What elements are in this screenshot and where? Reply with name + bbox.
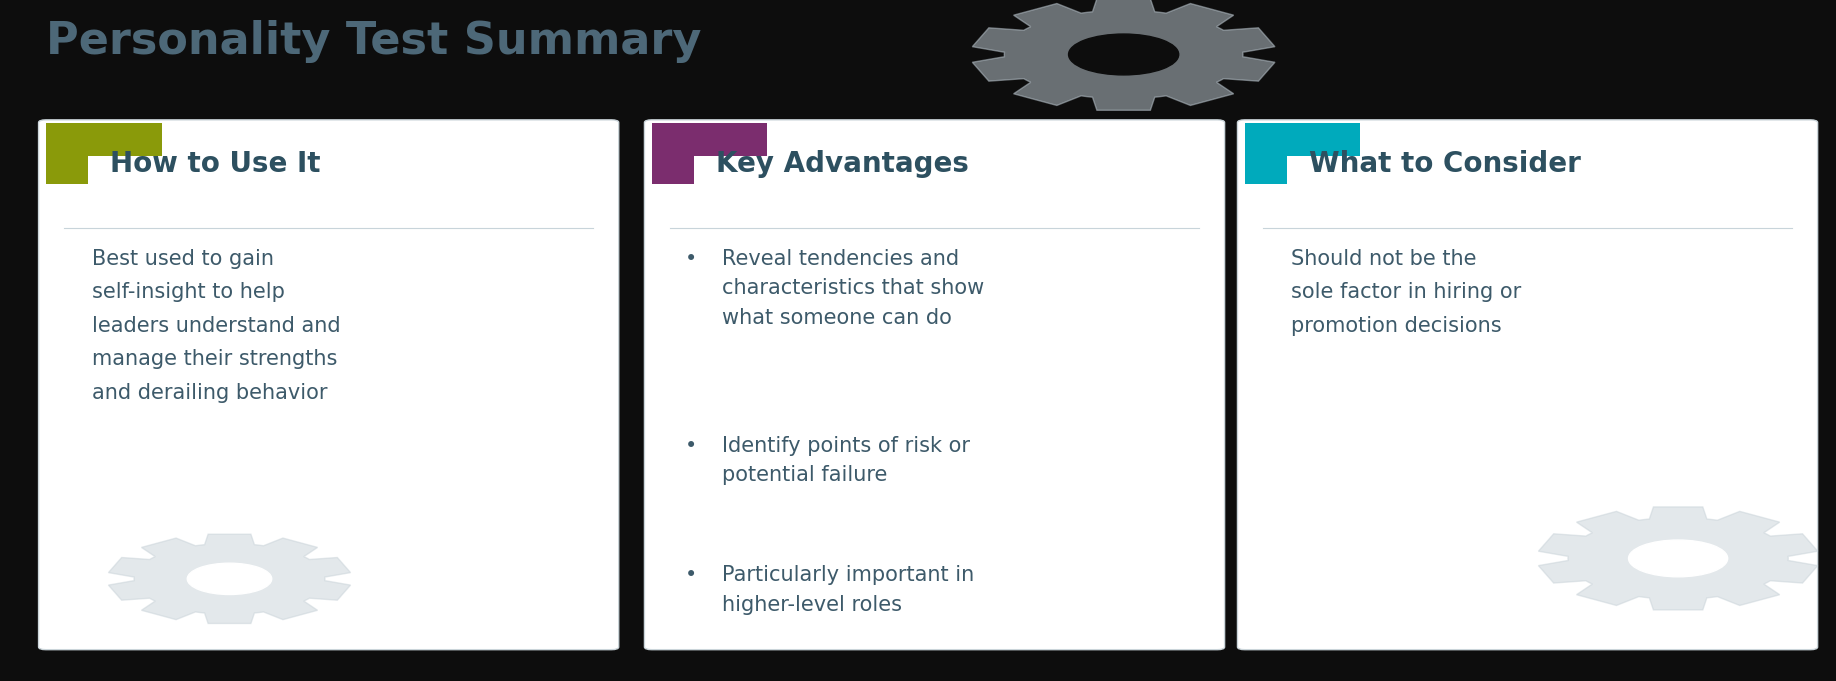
Circle shape: [1069, 34, 1179, 75]
Bar: [1245, 123, 1287, 184]
Polygon shape: [108, 534, 351, 624]
Text: Key Advantages: Key Advantages: [716, 150, 969, 178]
Bar: [46, 123, 162, 157]
Bar: [46, 123, 88, 184]
Polygon shape: [973, 0, 1274, 110]
Text: Identify points of risk or
potential failure: Identify points of risk or potential fai…: [722, 436, 969, 486]
FancyBboxPatch shape: [1237, 120, 1818, 650]
Bar: [652, 123, 767, 157]
Text: What to Consider: What to Consider: [1309, 150, 1581, 178]
Bar: [652, 123, 694, 184]
FancyBboxPatch shape: [39, 120, 619, 650]
Circle shape: [187, 563, 272, 595]
Text: Reveal tendencies and
characteristics that show
what someone can do: Reveal tendencies and characteristics th…: [722, 249, 984, 328]
Text: Best used to gain
self-insight to help
leaders understand and
manage their stren: Best used to gain self-insight to help l…: [92, 249, 340, 403]
Polygon shape: [1539, 507, 1818, 610]
Text: How to Use It: How to Use It: [110, 150, 321, 178]
Text: •: •: [685, 436, 698, 456]
Text: Personality Test Summary: Personality Test Summary: [46, 20, 701, 63]
FancyBboxPatch shape: [644, 120, 1225, 650]
Text: •: •: [685, 249, 698, 268]
Text: Should not be the
sole factor in hiring or
promotion decisions: Should not be the sole factor in hiring …: [1291, 249, 1520, 336]
Text: •: •: [685, 565, 698, 585]
Bar: [1245, 123, 1360, 157]
Circle shape: [1629, 540, 1728, 577]
Text: Particularly important in
higher-level roles: Particularly important in higher-level r…: [722, 565, 973, 615]
